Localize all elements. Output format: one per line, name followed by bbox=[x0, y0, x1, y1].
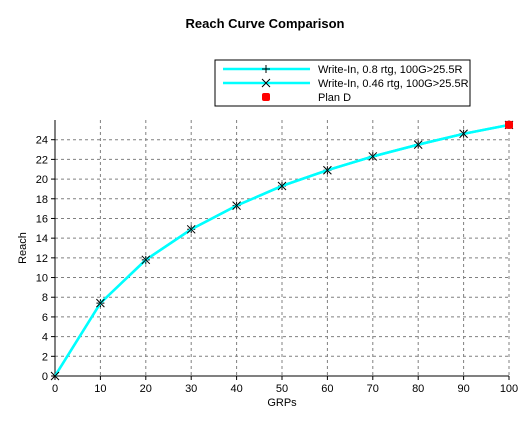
x-marker bbox=[323, 165, 332, 175]
x-marker bbox=[413, 140, 423, 149]
y-tick-label: 22 bbox=[36, 154, 48, 166]
x-tick-label: 50 bbox=[276, 383, 288, 395]
grid-lines bbox=[55, 120, 510, 376]
y-tick-label: 10 bbox=[36, 273, 48, 285]
x-tick-label: 100 bbox=[500, 383, 518, 395]
legend-item-0: Write-In, 0.8 rtg, 100G>25.5R bbox=[223, 64, 462, 76]
y-tick-label: 16 bbox=[36, 213, 48, 225]
x-tick-label: 70 bbox=[367, 383, 379, 395]
y-tick-label: 18 bbox=[36, 194, 48, 206]
legend: Write-In, 0.8 rtg, 100G>25.5R Write-In, 0… bbox=[214, 59, 471, 107]
y-tick-label: 4 bbox=[42, 332, 48, 344]
x-tick-label: 20 bbox=[140, 383, 152, 395]
x-marker bbox=[277, 181, 287, 191]
series-2 bbox=[505, 120, 513, 129]
x-axis-ticks: 0 10 20 30 40 50 60 70 80 90 100 bbox=[52, 376, 518, 395]
plus-marker bbox=[262, 65, 270, 73]
plan-d-point bbox=[262, 93, 270, 101]
plot-area: 0 10 20 30 40 50 60 70 80 90 100 02468101214161820… bbox=[36, 120, 518, 395]
chart-title: Reach Curve Comparison bbox=[186, 16, 345, 31]
legend-label: Write-In, 0.46 rtg, 100G>25.5R bbox=[318, 78, 469, 90]
legend-label: Plan D bbox=[318, 92, 351, 104]
y-tick-label: 2 bbox=[42, 351, 48, 363]
y-tick-label: 12 bbox=[36, 253, 48, 265]
x-marker bbox=[261, 78, 271, 88]
x-tick-label: 80 bbox=[412, 383, 424, 395]
legend-item-2: Plan D bbox=[262, 92, 351, 104]
y-axis-label: Reach bbox=[17, 232, 29, 264]
x-tick-label: 60 bbox=[321, 383, 333, 395]
x-marker bbox=[232, 201, 241, 211]
y-tick-label: 24 bbox=[36, 135, 48, 147]
x-marker bbox=[50, 371, 60, 381]
x-marker bbox=[368, 152, 378, 161]
x-axis-label: GRPs bbox=[267, 397, 297, 409]
x-tick-label: 90 bbox=[457, 383, 469, 395]
y-tick-label: 14 bbox=[36, 233, 48, 245]
legend-item-1: Write-In, 0.46 rtg, 100G>25.5R bbox=[223, 78, 469, 90]
y-tick-label: 0 bbox=[42, 371, 48, 383]
x-tick-label: 30 bbox=[185, 383, 197, 395]
x-tick-label: 0 bbox=[52, 383, 58, 395]
x-marker bbox=[141, 255, 151, 265]
y-tick-label: 20 bbox=[36, 174, 48, 186]
x-marker bbox=[186, 224, 196, 234]
series-layer bbox=[50, 120, 514, 381]
y-tick-label: 8 bbox=[42, 292, 48, 304]
x-marker bbox=[96, 298, 105, 308]
x-tick-label: 40 bbox=[230, 383, 242, 395]
legend-label: Write-In, 0.8 rtg, 100G>25.5R bbox=[318, 64, 462, 76]
x-tick-label: 10 bbox=[94, 383, 106, 395]
plan-d-point bbox=[505, 120, 513, 129]
x-marker bbox=[459, 129, 468, 139]
legend-items: Write-In, 0.8 rtg, 100G>25.5R Write-In, 0… bbox=[223, 64, 469, 104]
y-tick-label: 6 bbox=[42, 312, 48, 324]
